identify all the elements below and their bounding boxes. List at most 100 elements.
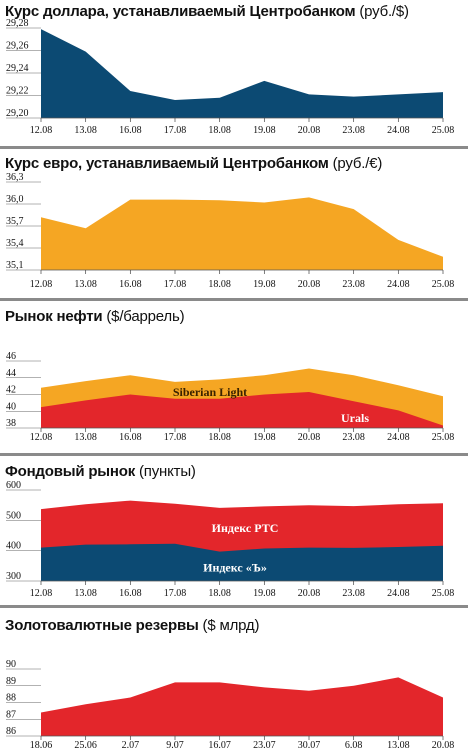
eur-rate-panel: Курс евро, устанавливаемый Центробанком …: [0, 152, 468, 298]
usd-rate-title-unit: (руб./$): [359, 3, 409, 20]
y-tick-label: 29,20: [6, 108, 29, 119]
panel-divider: [0, 605, 468, 608]
x-tick-label: 9.07: [166, 740, 184, 751]
x-tick-label: 16.08: [119, 125, 142, 136]
y-tick-label: 500: [6, 510, 21, 521]
x-tick-label: 13.08: [387, 740, 410, 751]
x-tick-label: 24.08: [387, 125, 410, 136]
reserves-title-main: Золотовалютные резервы: [5, 617, 199, 634]
x-tick-label: 18.08: [208, 588, 231, 599]
x-tick-label: 16.08: [119, 279, 142, 290]
x-tick-label: 24.08: [387, 432, 410, 443]
x-tick-label: 20.08: [432, 740, 455, 751]
eur-rate-chart: 36,3 36,0 35,7 35,4 35,1 12.08 13.08 16.08 17.08…: [6, 172, 455, 290]
x-tick-label: 16.08: [119, 432, 142, 443]
stock-market-panel: Фондовый рынок (пункты) 600 500 400 300 12.0…: [0, 460, 468, 605]
x-tick-label: 25.08: [432, 432, 455, 443]
x-tick-label: 13.08: [74, 125, 97, 136]
x-tick-label: 13.08: [74, 279, 97, 290]
series-label: Индекс РТС: [212, 521, 279, 535]
y-tick-label: 88: [6, 693, 16, 704]
x-tick-label: 20.08: [298, 125, 321, 136]
x-tick-label: 17.08: [164, 125, 187, 136]
stock-market-title: Фондовый рынок (пункты): [5, 463, 196, 480]
series-label: Urals: [341, 411, 369, 425]
eur-rate-title-main: Курс евро, устанавливаемый Центробанком: [5, 155, 329, 172]
oil-market-panel: Рынок нефти ($/баррель) 46 44 42 40 38 12.08 1…: [0, 305, 468, 453]
x-tick-label: 24.08: [387, 279, 410, 290]
panel-divider: [0, 453, 468, 456]
eur-rate-title: Курс евро, устанавливаемый Центробанком …: [5, 155, 382, 172]
x-tick-label: 18.08: [208, 125, 231, 136]
y-tick-label: 29,22: [6, 86, 29, 97]
x-tick-label: 17.08: [164, 279, 187, 290]
x-tick-label: 24.08: [387, 588, 410, 599]
x-tick-label: 18.08: [208, 279, 231, 290]
y-tick-label: 300: [6, 571, 21, 582]
series-area-1: [41, 29, 443, 119]
series-label: Индекс «Ъ»: [203, 560, 267, 574]
reserves-title: Золотовалютные резервы ($ млрд): [5, 617, 259, 634]
y-tick-label: 90: [6, 659, 16, 670]
y-tick-label: 44: [6, 368, 16, 379]
y-tick-label: 46: [6, 351, 16, 362]
x-tick-label: 25.06: [74, 740, 97, 751]
x-tick-label: 12.08: [30, 432, 53, 443]
usd-rate-title-main: Курс доллара, устанавливаемый Центробанк…: [5, 3, 356, 20]
y-tick-label: 35,1: [6, 260, 24, 271]
x-tick-label: 23.08: [342, 432, 365, 443]
x-tick-label: 19.08: [253, 125, 276, 136]
x-tick-label: 20.08: [298, 279, 321, 290]
y-tick-label: 38: [6, 418, 16, 429]
x-tick-label: 23.08: [342, 279, 365, 290]
stock-market-title-main: Фондовый рынок: [5, 463, 136, 480]
y-tick-label: 36,0: [6, 194, 24, 205]
oil-market-title-unit: ($/баррель): [106, 308, 185, 325]
x-tick-label: 25.08: [432, 279, 455, 290]
x-tick-label: 2.07: [122, 740, 140, 751]
series-area-1: [41, 677, 443, 736]
panel-divider: [0, 298, 468, 301]
x-tick-label: 17.08: [164, 588, 187, 599]
x-tick-label: 6.08: [345, 740, 363, 751]
x-tick-label: 20.08: [298, 588, 321, 599]
x-tick-label: 25.08: [432, 588, 455, 599]
x-tick-label: 23.08: [342, 588, 365, 599]
usd-rate-title: Курс доллара, устанавливаемый Центробанк…: [5, 3, 409, 20]
x-tick-label: 12.08: [30, 279, 53, 290]
oil-market-title: Рынок нефти ($/баррель): [5, 308, 185, 325]
stock-market-title-unit: (пункты): [139, 463, 196, 480]
y-tick-label: 87: [6, 709, 16, 720]
x-tick-label: 23.07: [253, 740, 276, 751]
series-label: Siberian Light: [173, 385, 247, 399]
y-tick-label: 29,26: [6, 41, 29, 52]
y-tick-label: 600: [6, 480, 21, 491]
y-tick-label: 36,3: [6, 172, 24, 183]
panel-divider: [0, 146, 468, 149]
y-tick-label: 86: [6, 726, 16, 737]
x-tick-label: 12.08: [30, 588, 53, 599]
oil-market-chart: 46 44 42 40 38 12.08 13.08 16.08 17.08 18.08 19.08…: [6, 351, 455, 443]
y-tick-label: 40: [6, 401, 16, 412]
y-tick-label: 35,7: [6, 216, 24, 227]
y-tick-label: 400: [6, 541, 21, 552]
series-area-1: [41, 197, 443, 270]
x-tick-label: 25.08: [432, 125, 455, 136]
x-tick-label: 19.08: [253, 588, 276, 599]
stock-market-chart: 600 500 400 300 12.08 13.08 16.08 17.08 18.08 19.…: [6, 480, 455, 599]
y-tick-label: 29,28: [6, 18, 29, 29]
x-tick-label: 30.07: [298, 740, 321, 751]
x-tick-label: 18.06: [30, 740, 53, 751]
x-tick-label: 23.08: [342, 125, 365, 136]
x-tick-label: 18.08: [208, 432, 231, 443]
y-tick-label: 29,24: [6, 63, 29, 74]
x-tick-label: 17.08: [164, 432, 187, 443]
x-tick-label: 20.08: [298, 432, 321, 443]
x-tick-label: 13.08: [74, 588, 97, 599]
x-tick-label: 16.07: [208, 740, 231, 751]
eur-rate-title-unit: (руб./€): [332, 155, 383, 172]
series-area-2: [41, 392, 443, 428]
reserves-chart: 90 89 88 87 86 18.06 25.06 2.07 9.07 16.07 23.07 30…: [6, 659, 455, 751]
x-tick-label: 19.08: [253, 432, 276, 443]
usd-rate-panel: Курс доллара, устанавливаемый Центробанк…: [0, 0, 468, 146]
